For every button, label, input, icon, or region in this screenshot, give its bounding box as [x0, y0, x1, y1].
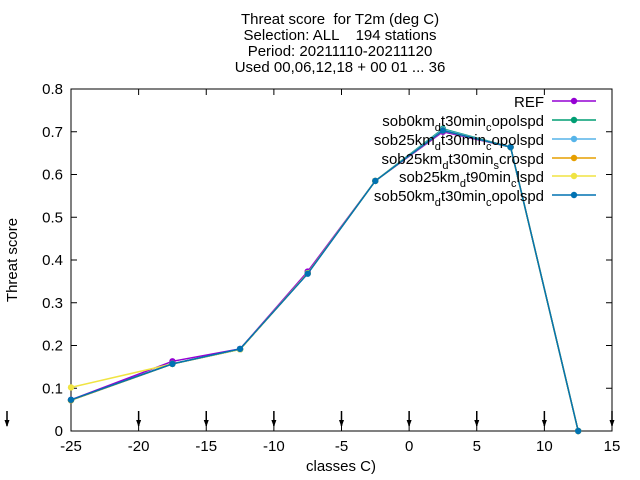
- data-point: [67, 396, 75, 403]
- legend-entry-4: sob25kmdt30minscrospd: [381, 151, 596, 172]
- y-tick-label: 0.8: [42, 81, 63, 98]
- title-line-1: Threat score for T2m (deg C): [240, 11, 440, 28]
- legend-label: sob25kmdt30mincopolspd: [374, 132, 544, 153]
- x-tick-label: 15: [604, 438, 621, 455]
- legend-entry-5: sob25kmdt90minclspd: [399, 169, 596, 190]
- y-tick-label: 0.3: [42, 295, 63, 312]
- legend-swatch-point: [570, 116, 578, 124]
- x-tick-label: -15: [195, 438, 217, 455]
- class-boundary-arrow: [541, 411, 547, 427]
- class-boundary-arrow: [406, 411, 412, 427]
- y-tick-label: 0.7: [42, 124, 63, 141]
- y-tick-label: 0.2: [42, 338, 63, 355]
- data-point: [574, 427, 582, 435]
- legend-swatch-point: [570, 97, 578, 105]
- class-boundary-arrow: [4, 411, 10, 427]
- legend-entry-1: REF: [514, 94, 596, 111]
- x-tick-label: 5: [473, 438, 481, 455]
- y-tick-label: 0.5: [42, 209, 63, 226]
- data-point: [439, 127, 447, 134]
- y-axis-label: Threat score: [4, 218, 21, 302]
- data-point: [372, 177, 379, 185]
- legend-label: sob0kmdt30mincopolspd: [382, 113, 544, 134]
- x-tick-label: -10: [263, 438, 285, 455]
- class-boundary-arrow: [609, 411, 615, 427]
- data-point: [507, 143, 514, 151]
- x-tick-label: -25: [60, 438, 82, 455]
- y-tick-label: 0: [55, 423, 63, 440]
- x-tick-label: 0: [405, 438, 413, 455]
- title-line-2: Selection: ALL 194 stations: [243, 27, 437, 44]
- legend-label: sob25kmdt90minclspd: [399, 169, 544, 190]
- legend-swatch-point: [570, 154, 578, 162]
- data-point: [169, 360, 176, 368]
- data-point: [236, 345, 244, 353]
- class-boundary-arrow: [474, 411, 480, 427]
- legend-swatch-point: [570, 172, 578, 180]
- title-line-3: Period: 20211110-20211120: [247, 43, 433, 60]
- class-boundary-arrow: [271, 411, 277, 427]
- series-line: [70, 129, 579, 432]
- class-boundary-arrow: [203, 411, 209, 427]
- legend-label: sob50kmdt30mincopolspd: [374, 188, 544, 209]
- legend-entry-6: sob50kmdt30mincopolspd: [374, 188, 596, 209]
- class-boundary-arrow: [136, 411, 142, 427]
- data-point: [67, 384, 75, 391]
- title-line-4: Used 00,06,12,18 + 00 01 ... 36: [234, 59, 446, 76]
- class-boundary-arrow: [339, 411, 344, 427]
- legend-entry-2: sob0kmdt30mincopolspd: [382, 113, 596, 134]
- legend-entry-3: sob25kmdt30mincopolspd: [374, 132, 596, 153]
- x-tick-label: 10: [536, 438, 553, 455]
- legend-swatch-point: [570, 191, 578, 199]
- y-tick-label: 0.6: [42, 167, 63, 184]
- legend-label: REF: [514, 94, 544, 111]
- y-tick-label: 0.1: [42, 380, 63, 397]
- series-6: [67, 127, 582, 435]
- legend-label: sob25kmdt30minscrospd: [381, 151, 544, 172]
- legend-swatch-point: [570, 135, 578, 143]
- y-tick-label: 0.4: [42, 252, 63, 269]
- x-axis-label: classes C): [306, 458, 376, 475]
- data-point: [304, 270, 311, 277]
- x-tick-label: -20: [128, 438, 150, 455]
- chart-title: Threat score for T2m (deg C) Selection: …: [0, 12, 640, 76]
- x-tick-label: -5: [335, 438, 348, 455]
